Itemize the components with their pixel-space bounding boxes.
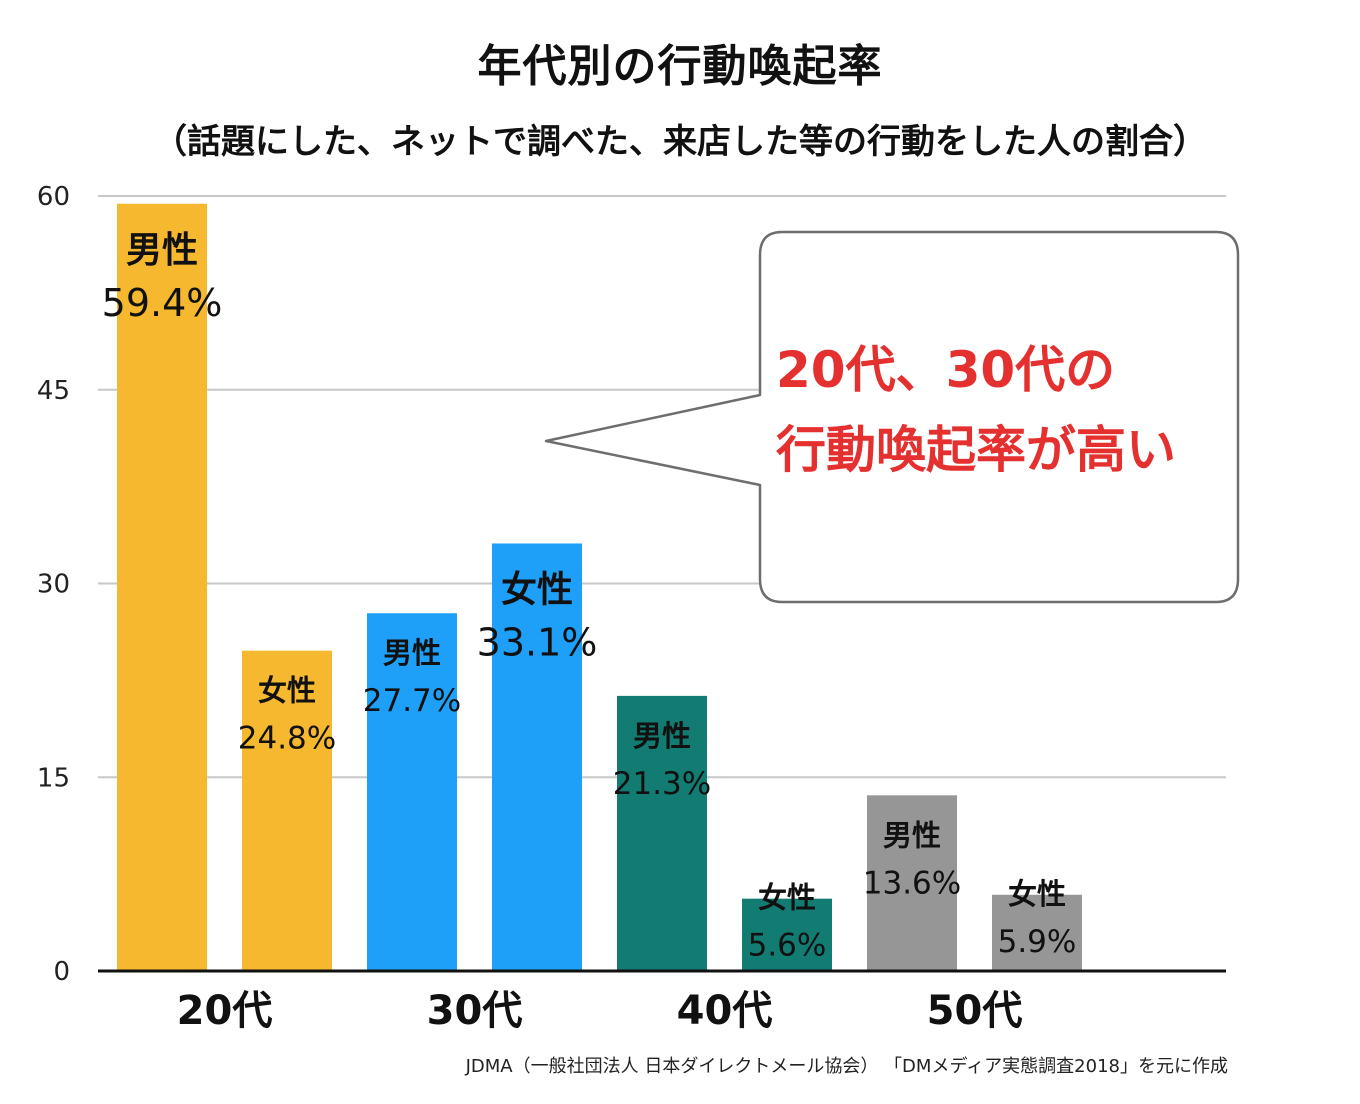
- gender-label: 男性: [126, 230, 198, 271]
- callout-bubble: [544, 230, 1240, 604]
- callout-text: 20代、30代の 行動喚起率が高い: [776, 330, 1236, 490]
- callout-line-2: 行動喚起率が高い: [776, 421, 1176, 479]
- gender-label: 女性: [258, 674, 316, 708]
- chart-subtitle: （話題にした、ネットで調べた、来店した等の行動をした人の割合）: [153, 122, 1207, 162]
- bar: [867, 795, 957, 971]
- gender-label: 男性: [633, 719, 691, 753]
- value-label: 24.8%: [238, 721, 336, 757]
- value-label: 21.3%: [613, 766, 711, 802]
- gender-label: 女性: [501, 569, 573, 610]
- bar: [742, 898, 832, 971]
- bar: [492, 543, 582, 971]
- callout-line-1: 20代、30代の: [776, 341, 1116, 399]
- chart-title: 年代別の行動喚起率: [477, 41, 883, 92]
- x-category-label: 20代: [177, 988, 273, 1034]
- y-tick-label: 45: [37, 376, 70, 406]
- y-tick-label: 15: [37, 763, 70, 793]
- bar: [617, 695, 707, 971]
- value-label: 27.7%: [363, 683, 461, 719]
- source-note: JDMA（一般社団法人 日本ダイレクトメール協会） 「DMメディア実態調査201…: [465, 1056, 1228, 1077]
- axis-layer: 0 15 30 45 60 20代 30代 40代 50代: [37, 182, 1226, 1034]
- label-layer: 男性 59.4% 女性 24.8% 男性 27.7% 女性 33.1% 男性 21.3% 女性 5.6…: [102, 230, 1077, 964]
- y-tick-label: 0: [53, 957, 70, 987]
- bar-layer: [117, 203, 1082, 971]
- bar: [242, 650, 332, 971]
- bar: [117, 203, 207, 971]
- x-category-label: 50代: [927, 988, 1023, 1034]
- gender-label: 男性: [883, 818, 941, 852]
- value-label: 59.4%: [102, 281, 223, 325]
- y-tick-label: 30: [37, 570, 70, 600]
- value-label: 13.6%: [863, 865, 961, 901]
- y-tick-label: 60: [37, 182, 70, 212]
- gender-label: 女性: [1008, 877, 1066, 911]
- gender-label: 男性: [383, 636, 441, 670]
- x-category-label: 40代: [677, 988, 773, 1034]
- value-label: 5.9%: [998, 924, 1077, 960]
- x-category-label: 30代: [427, 988, 523, 1034]
- value-label: 5.6%: [748, 928, 827, 964]
- gender-label: 女性: [758, 881, 816, 915]
- bar: [367, 613, 457, 971]
- bar: [992, 894, 1082, 971]
- value-label: 33.1%: [477, 620, 598, 664]
